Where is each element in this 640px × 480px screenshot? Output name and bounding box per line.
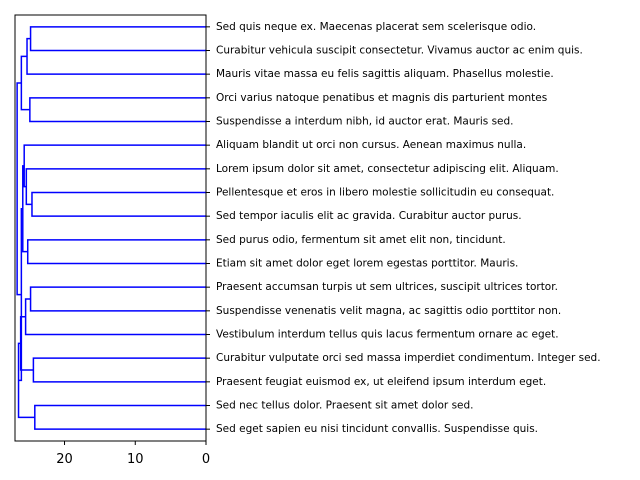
leaf-label: Sed quis neque ex. Maecenas placerat sem… xyxy=(216,21,536,33)
leaf-label: Lorem ipsum dolor sit amet, consectetur … xyxy=(216,163,559,175)
dendrogram-link xyxy=(34,404,206,430)
leaf-label: Curabitur vehicula suscipit consectetur.… xyxy=(216,45,583,57)
leaf-label: Vestibulum interdum tellus quis lacus fe… xyxy=(216,329,559,341)
leaf-label: Aliquam blandit ut orci non cursus. Aene… xyxy=(216,139,526,151)
leaf-label: Suspendisse a interdum nibh, id auctor e… xyxy=(216,116,514,128)
dendrogram-link xyxy=(29,286,206,312)
leaf-label: Sed eget sapien eu nisi tincidunt conval… xyxy=(216,423,538,435)
dendrogram-link xyxy=(29,26,206,52)
dendrogram-link xyxy=(26,37,206,75)
leaf-label: Suspendisse venenatis velit magna, ac sa… xyxy=(216,305,561,317)
plot-frame xyxy=(14,14,207,442)
dendrogram-link xyxy=(20,55,30,111)
x-tick-label: 0 xyxy=(202,452,210,467)
leaf-label: Praesent feugiat euismod ex, ut eleifend… xyxy=(216,376,546,388)
leaf-labels: Sed quis neque ex. Maecenas placerat sem… xyxy=(206,21,601,435)
dendrogram-links xyxy=(16,26,206,430)
leaf-label: Sed tempor iaculis elit ac gravida. Cura… xyxy=(216,210,522,222)
x-tick-label: 20 xyxy=(56,452,73,467)
leaf-label: Curabitur vulputate orci sed massa imper… xyxy=(216,352,601,364)
leaf-label: Sed purus odio, fermentum sit amet elit … xyxy=(216,234,506,246)
leaf-label: Sed nec tellus dolor. Praesent sit amet … xyxy=(216,400,474,412)
x-axis: 20 10 0 xyxy=(56,441,210,467)
dendrogram-link xyxy=(29,97,206,123)
dendrogram-link xyxy=(24,298,206,336)
dendrogram-link xyxy=(16,82,22,296)
leaf-label: Orci varius natoque penatibus et magnis … xyxy=(216,92,547,104)
dendrogram-link xyxy=(18,208,23,382)
leaf-label: Etiam sit amet dolor eget lorem egestas … xyxy=(216,258,518,270)
dendrogram-link xyxy=(19,316,34,371)
dendrogram-link xyxy=(25,168,206,206)
leaf-label: Pellentesque et eros in libero molestie … xyxy=(216,187,554,199)
dendrogram-link xyxy=(22,165,28,253)
dendrogram-link xyxy=(17,342,35,419)
dendrogram-link xyxy=(23,144,206,188)
x-tick-label: 10 xyxy=(127,452,144,467)
dendrogram-link xyxy=(31,191,206,217)
leaf-label: Mauris vitae massa eu felis sagittis ali… xyxy=(216,68,554,80)
leaf-label: Praesent accumsan turpis ut sem ultrices… xyxy=(216,281,558,293)
dendrogram-link xyxy=(32,357,206,383)
dendrogram-link xyxy=(26,239,206,265)
